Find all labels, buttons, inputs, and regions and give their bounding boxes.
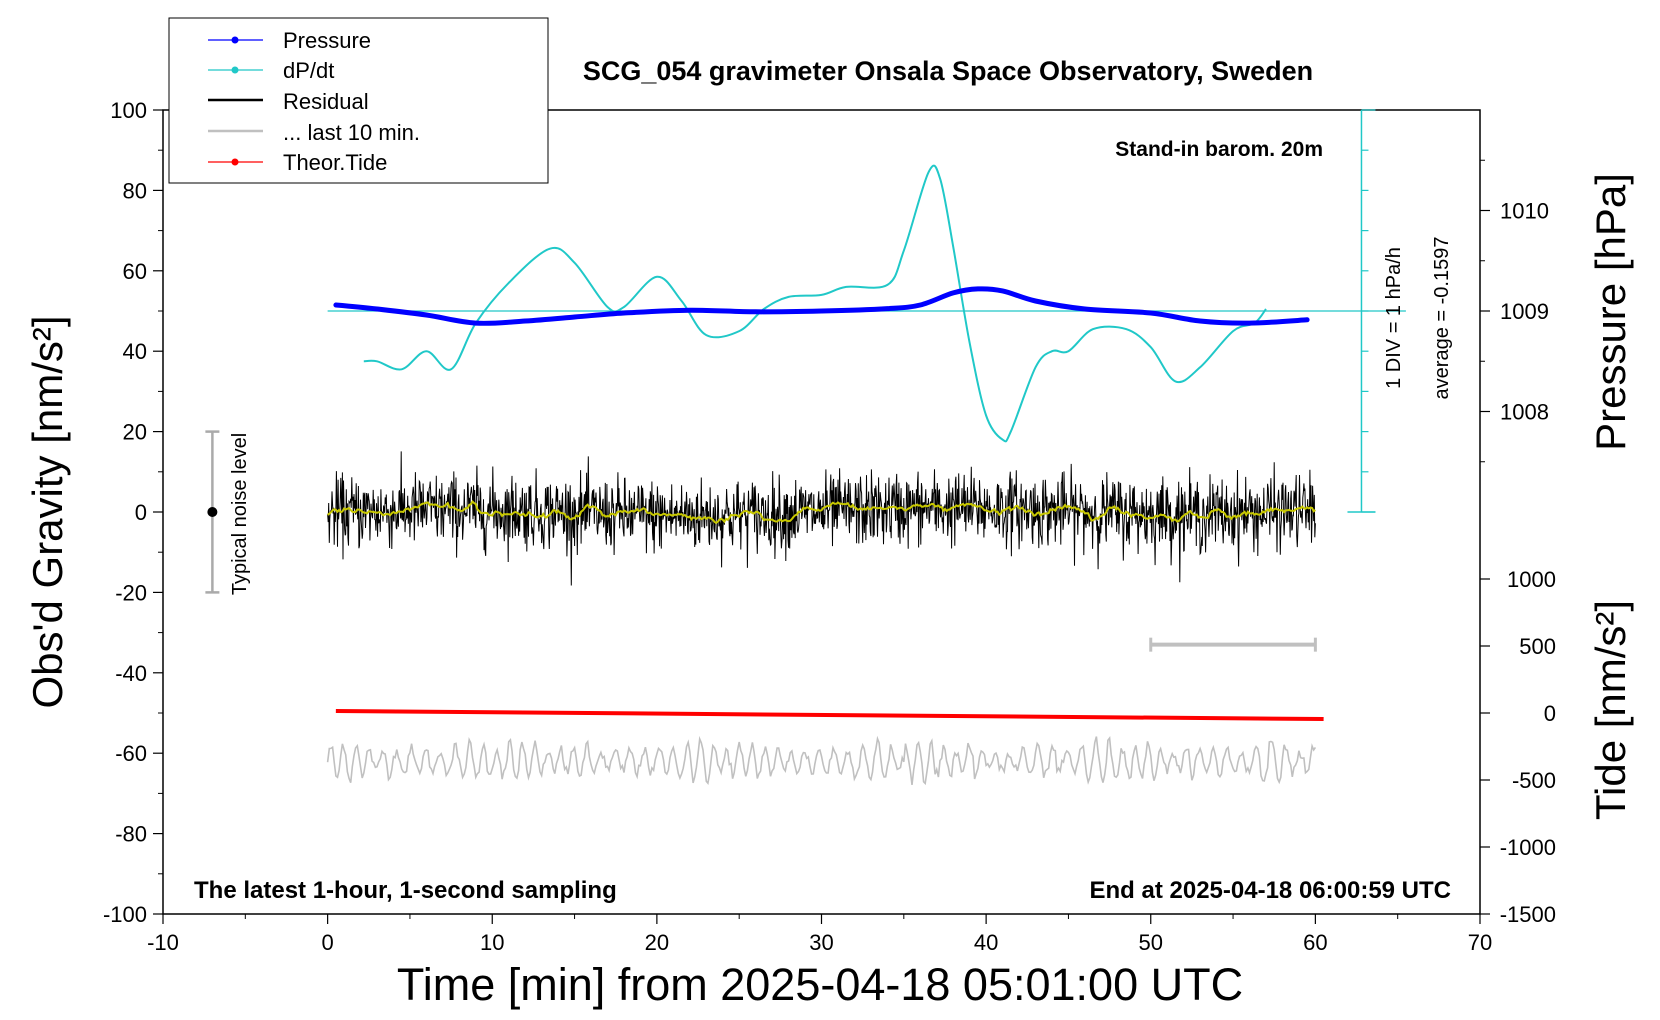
- pressure-axis-label: Pressure [hPa]: [1587, 173, 1634, 451]
- x-tick-label: -10: [147, 930, 179, 955]
- bottom-right-annotation: End at 2025-04-18 06:00:59 UTC: [1090, 877, 1452, 904]
- y-tick-label: -60: [115, 741, 147, 766]
- x-tick-label: 10: [480, 930, 504, 955]
- residual-line: [327, 451, 1316, 586]
- pressure-line: [333, 286, 1310, 326]
- legend-item-tide: Theor.Tide: [208, 150, 387, 175]
- tide-tick-label: 1000: [1507, 567, 1556, 592]
- legend-label-residual: Residual: [283, 89, 369, 114]
- dpdt-series: [363, 164, 1267, 443]
- legend-marker-pressure: [231, 36, 239, 44]
- y-tick-label: 100: [110, 98, 147, 123]
- x-tick-label: 20: [645, 930, 669, 955]
- y-tick-label: 60: [123, 259, 147, 284]
- barometer-annotation: Stand-in barom. 20m: [1115, 138, 1323, 161]
- y-tick-label: 20: [123, 420, 147, 445]
- legend-label-tide: Theor.Tide: [283, 150, 387, 175]
- dpdt-line: [363, 164, 1267, 443]
- legend-label-dpdt: dP/dt: [283, 58, 334, 83]
- x-axis-label: Time [min] from 2025-04-18 05:01:00 UTC: [397, 959, 1243, 1010]
- tide-line: [335, 708, 1324, 722]
- y-tick-label: 40: [123, 339, 147, 364]
- tide-tick-label: -500: [1512, 768, 1556, 793]
- x-tick-label: 40: [974, 930, 998, 955]
- x-axis: -10 0 10 20 30 40 50 60 70: [147, 914, 1492, 955]
- y-axis-pressure: 1010 1009 1008: [1480, 159, 1549, 463]
- tide-tick-label: -1500: [1500, 902, 1556, 927]
- tide-series: [335, 708, 1324, 722]
- tide-tick-label: 500: [1519, 634, 1556, 659]
- y-tick-label: -20: [115, 580, 147, 605]
- y-tick-label: -100: [103, 902, 147, 927]
- legend-marker-tide: [231, 158, 239, 166]
- y-axis-gravity: 100 80 60 40 20 0 -20 -40 -60 -80 -100: [103, 98, 163, 927]
- chart-extras: [205, 430, 1317, 652]
- y-tick-label: -80: [115, 822, 147, 847]
- legend-item-pressure: Pressure: [208, 28, 371, 53]
- average-annotation: average = -0.1597: [1431, 237, 1453, 400]
- pressure-tick-label: 1009: [1500, 299, 1549, 324]
- tide-axis-label: Tide [nm/s²]: [1587, 600, 1634, 820]
- y-axis-label: Obs'd Gravity [nm/s²]: [24, 315, 71, 708]
- y-tick-label: 0: [135, 500, 147, 525]
- tide-tick-label: -1000: [1500, 835, 1556, 860]
- legend-marker-dpdt: [231, 66, 239, 74]
- legend-item-residual: Residual: [208, 89, 369, 114]
- legend: Pressure dP/dt Residual ... last 10 min.…: [168, 17, 549, 184]
- residual-smooth-line: [327, 500, 1316, 524]
- legend-item-last10: ... last 10 min.: [208, 120, 420, 145]
- pressure-tick-label: 1008: [1500, 400, 1549, 425]
- last10-series: [326, 735, 1317, 786]
- last10-line: [326, 735, 1317, 786]
- y-tick-label: 80: [123, 178, 147, 203]
- y-axis-tide: 1000 500 0 -500 -1000 -1500: [1480, 567, 1556, 927]
- pressure-tick-label: 1010: [1500, 199, 1549, 224]
- x-tick-label: 70: [1468, 930, 1492, 955]
- div-annotation: 1 DIV = 1 hPa/h: [1383, 247, 1405, 389]
- x-tick-label: 0: [322, 930, 334, 955]
- tide-tick-label: 0: [1544, 701, 1556, 726]
- x-tick-label: 30: [809, 930, 833, 955]
- legend-item-dpdt: dP/dt: [208, 58, 334, 83]
- bottom-left-annotation: The latest 1-hour, 1-second sampling: [194, 877, 617, 904]
- x-tick-label: 50: [1139, 930, 1163, 955]
- y-tick-label: -40: [115, 661, 147, 686]
- residual-series: [327, 451, 1316, 586]
- legend-label-pressure: Pressure: [283, 28, 371, 53]
- noise-bar-center-dot: [207, 507, 218, 517]
- x-tick-label: 60: [1303, 930, 1327, 955]
- noise-annotation: Typical noise level: [229, 433, 251, 595]
- legend-label-last10: ... last 10 min.: [283, 120, 420, 145]
- chart-title: SCG_054 gravimeter Onsala Space Observat…: [583, 56, 1313, 86]
- pressure-series: [333, 286, 1310, 326]
